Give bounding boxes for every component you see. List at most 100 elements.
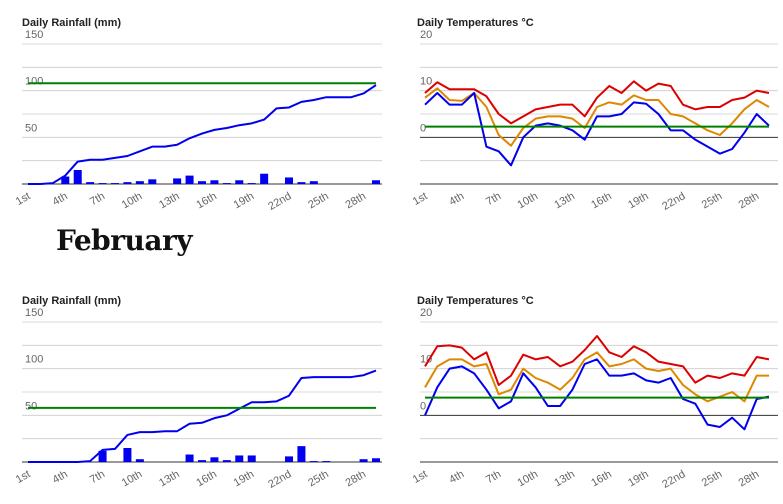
temperature-chart-bottom: Daily Temperatures °C 0 10 20 1st 4th 7th 10th… [392, 278, 783, 504]
x-tick-label: 7th [484, 190, 503, 208]
rain-bar [173, 178, 182, 184]
rain-bar [210, 457, 219, 462]
x-tick-label: 28th [737, 190, 762, 211]
x-tick-label: 1st [14, 190, 33, 208]
x-tick-label: 1st [14, 468, 33, 486]
chart-title: Daily Temperatures °C [417, 17, 534, 29]
x-tick-label: 19th [232, 190, 257, 211]
series-line [424, 92, 770, 167]
rain-bar [222, 460, 231, 462]
rain-bar [210, 180, 219, 184]
x-tick-label: 22nd [660, 190, 687, 213]
chart-plot: 50 100 150 1st 4th 7th 10th 13th 16th 19th 22nd 25t… [14, 307, 382, 491]
y-tick-label: 50 [25, 400, 37, 412]
x-tick-label: 4th [447, 468, 466, 486]
x-tick-label: 19th [626, 468, 651, 489]
rain-bar [309, 181, 318, 184]
rain-bar [322, 461, 331, 462]
rainfall-chart-top: Daily Rainfall (mm) 50 100 150 1st 4th 7th 10t… [0, 0, 392, 222]
x-tick-label: 1st [411, 468, 430, 486]
rain-bar [359, 459, 368, 462]
y-tick-label: 20 [420, 307, 432, 319]
x-tick-label: 22nd [266, 468, 293, 491]
x-tick-label: 16th [589, 190, 614, 211]
rain-bar [135, 181, 144, 184]
x-tick-label: 28th [344, 468, 369, 489]
month-heading: February [56, 224, 193, 257]
x-tick-label: 13th [552, 468, 577, 489]
series-line [424, 87, 770, 147]
rain-bar [222, 183, 231, 184]
x-tick-label: 13th [552, 190, 577, 211]
y-tick-label: 150 [25, 307, 43, 319]
rain-bar [260, 173, 269, 184]
x-tick-label: 13th [157, 468, 182, 489]
rain-bar [61, 176, 70, 184]
x-tick-label: 19th [626, 190, 651, 211]
rain-bar [185, 175, 194, 184]
rain-bar [185, 454, 194, 462]
y-tick-label: 0 [420, 122, 426, 134]
chart-title: Daily Rainfall (mm) [22, 295, 122, 307]
rain-bar [111, 183, 119, 184]
rain-bar [285, 456, 293, 462]
rain-bar [285, 177, 293, 184]
x-tick-label: 13th [157, 190, 182, 211]
chart-title: Daily Temperatures °C [417, 295, 534, 307]
x-tick-label: 7th [484, 468, 503, 486]
rain-bar [372, 458, 380, 462]
rain-bar [86, 182, 95, 184]
rain-bar [123, 448, 132, 462]
x-tick-label: 22nd [266, 190, 293, 213]
x-tick-label: 10th [120, 468, 145, 489]
x-tick-label: 10th [516, 190, 541, 211]
x-tick-label: 22nd [660, 468, 687, 491]
x-tick-label: 28th [737, 468, 762, 489]
rain-bar [123, 182, 132, 184]
x-tick-label: 25th [306, 190, 331, 211]
rain-bar [247, 455, 256, 462]
rain-bar [73, 170, 82, 184]
x-tick-label: 4th [447, 190, 466, 208]
x-tick-label: 4th [51, 468, 70, 486]
series-line [424, 335, 770, 386]
x-tick-label: 28th [344, 190, 369, 211]
y-tick-label: 10 [420, 76, 432, 88]
series-line [28, 84, 377, 185]
rain-bar [297, 182, 306, 184]
rain-bar [235, 180, 244, 184]
x-tick-label: 10th [120, 190, 145, 211]
rainfall-chart-bottom: Daily Rainfall (mm) 50 100 150 1st 4th 7th 10t… [0, 278, 392, 504]
chart-plot: 50 100 150 1st 4th 7th 10th 13th 16th 19th 22nd 25t… [14, 29, 382, 213]
series-line [28, 369, 377, 463]
x-tick-label: 16th [589, 468, 614, 489]
rain-bar [247, 183, 256, 184]
x-tick-label: 19th [232, 468, 257, 489]
chart-title: Daily Rainfall (mm) [22, 17, 122, 29]
rain-bar [135, 459, 144, 462]
x-tick-label: 25th [306, 468, 331, 489]
y-tick-label: 100 [25, 354, 43, 366]
series-line [424, 351, 769, 403]
x-tick-label: 4th [51, 190, 70, 208]
y-tick-label: 20 [420, 29, 432, 41]
y-tick-label: 150 [25, 29, 43, 41]
x-tick-label: 16th [194, 468, 219, 489]
rain-bar [235, 455, 244, 462]
rain-bar [297, 446, 306, 462]
y-tick-label: 10 [420, 354, 432, 366]
rain-bar [148, 179, 157, 184]
series-line [424, 80, 770, 125]
rain-bar [98, 450, 107, 462]
x-tick-label: 7th [88, 190, 107, 208]
chart-plot: 0 10 20 1st 4th 7th 10th 13th 16th 19th 22nd 25th 28… [411, 29, 778, 213]
rain-bar [198, 460, 206, 462]
x-tick-label: 1st [411, 190, 430, 208]
rain-bar [309, 461, 318, 462]
chart-plot: 0 10 20 1st 4th 7th 10th 13th 16th 19th 22nd 25th 28… [411, 307, 778, 491]
temperature-chart-top: Daily Temperatures °C 0 10 20 1st 4th 7th 10th… [392, 0, 783, 222]
x-tick-label: 7th [88, 468, 107, 486]
y-tick-label: 50 [25, 122, 37, 134]
x-tick-label: 25th [700, 190, 725, 211]
rain-bar [98, 183, 107, 184]
